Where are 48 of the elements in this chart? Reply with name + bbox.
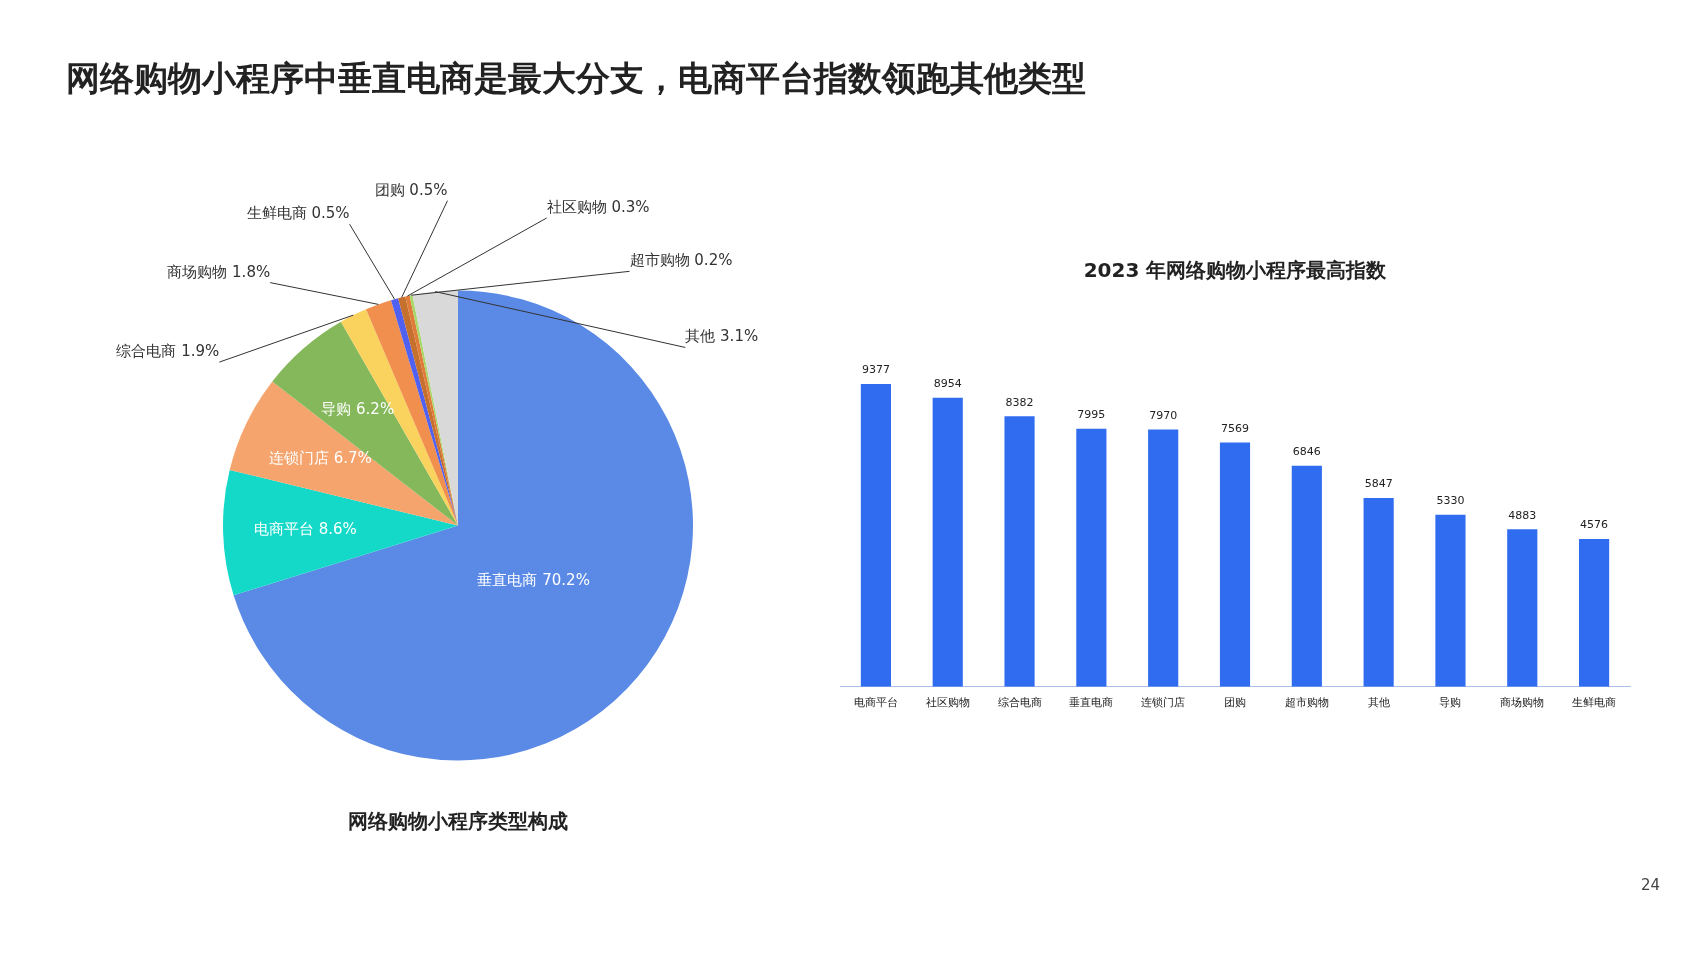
slice-label: 超市购物 0.2% xyxy=(629,251,733,270)
x-tick-label: 商场购物 xyxy=(1500,696,1545,710)
bar xyxy=(1148,429,1179,687)
x-tick-label: 超市购物 xyxy=(1284,696,1329,710)
data-label: 5330 xyxy=(1436,494,1465,508)
text: 24 xyxy=(1640,876,1660,894)
bar xyxy=(1363,498,1394,687)
slice-label: 综合电商 1.9% xyxy=(116,341,220,360)
bar xyxy=(1579,539,1610,687)
x-tick-label: 综合电商 xyxy=(997,696,1042,710)
slice-label: 团购 0.5% xyxy=(374,180,448,199)
chart-title: 2023 年网络购物小程序最高指数 xyxy=(1083,258,1388,283)
bar xyxy=(1291,465,1322,687)
bar xyxy=(860,384,891,687)
bar xyxy=(1076,428,1107,687)
data-label: 8954 xyxy=(933,377,962,391)
slice-label: 社区购物 0.3% xyxy=(546,197,650,216)
data-label: 4576 xyxy=(1580,518,1609,532)
slice-label: 连锁门店 6.7% xyxy=(268,449,372,468)
x-tick-label: 电商平台 xyxy=(853,696,898,710)
data-label: 8382 xyxy=(1005,395,1034,409)
slice-label: 生鲜电商 0.5% xyxy=(246,204,350,223)
text: 网络购物小程序中垂直电商是最大分支，电商平台指数领跑其他类型 xyxy=(66,57,1086,100)
slice-label: 电商平台 8.6% xyxy=(253,520,357,539)
bar xyxy=(1219,442,1251,687)
x-tick-label: 垂直电商 xyxy=(1069,696,1114,710)
bar xyxy=(1507,529,1538,687)
x-tick-label: 其他 xyxy=(1367,696,1390,710)
x-tick-label: 连锁门店 xyxy=(1141,696,1186,710)
slice-label: 导购 6.2% xyxy=(321,400,395,419)
x-tick-label: 团购 xyxy=(1224,696,1246,710)
bar xyxy=(1004,416,1035,687)
data-label: 6846 xyxy=(1292,445,1321,459)
slice-label: 其他 3.1% xyxy=(685,327,759,346)
x-tick-label: 导购 xyxy=(1439,696,1462,710)
x-tick-label: 生鲜电商 xyxy=(1572,696,1617,710)
data-label: 4883 xyxy=(1508,508,1537,522)
data-label: 7970 xyxy=(1149,408,1178,422)
data-label: 7995 xyxy=(1077,408,1106,422)
slice-label: 垂直电商 70.2% xyxy=(477,571,590,590)
x-tick-label: 社区购物 xyxy=(925,696,970,710)
slice-label: 商场购物 1.8% xyxy=(167,262,271,281)
data-label: 7569 xyxy=(1221,421,1249,435)
text: 网络购物小程序类型构成 xyxy=(348,809,568,834)
data-label: 5847 xyxy=(1364,477,1393,491)
bar xyxy=(932,397,963,687)
data-label: 9377 xyxy=(861,363,890,377)
bar xyxy=(1435,514,1466,687)
